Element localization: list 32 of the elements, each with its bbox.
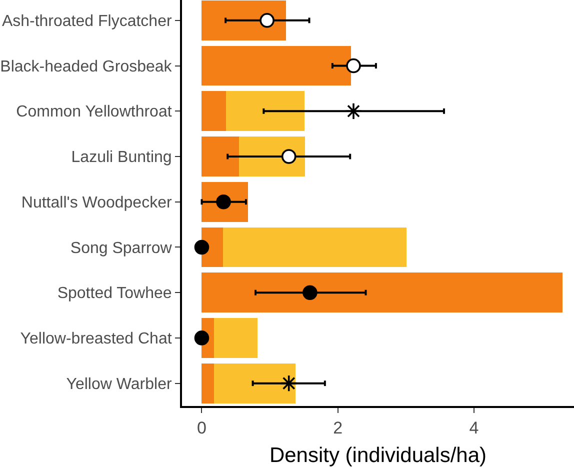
y-tick-label: Black-headed Grosbeak <box>0 58 173 76</box>
y-tick-label: Common Yellowthroat <box>16 104 172 121</box>
bar <box>226 91 304 132</box>
y-tick-label: Lazuli Bunting <box>71 149 172 166</box>
bar <box>214 363 296 404</box>
bar <box>202 272 562 313</box>
y-tick-label: Nuttall's Woodpecker <box>21 194 172 212</box>
bar <box>202 136 240 176</box>
bar <box>202 0 286 40</box>
y-tick-label: Ash-throated Flycatcher <box>2 13 172 30</box>
x-tick-label: 0 <box>197 418 206 438</box>
point <box>302 285 318 300</box>
point <box>260 13 274 28</box>
x-tick-label: 4 <box>469 418 479 438</box>
y-tick-label: Yellow-breasted Chat <box>20 330 172 348</box>
x-axis-title: Density (individuals/ha) <box>269 444 487 467</box>
bar <box>202 46 351 86</box>
point <box>194 240 210 255</box>
point <box>344 102 362 120</box>
bar <box>222 227 407 268</box>
bar <box>202 363 214 404</box>
point <box>194 330 210 346</box>
bar <box>202 91 226 132</box>
point <box>281 149 296 164</box>
x-tick-label: 2 <box>333 418 343 438</box>
y-tick-label: Spotted Towhee <box>57 285 172 302</box>
bar <box>202 227 223 268</box>
bar <box>214 318 258 358</box>
y-tick-label: Yellow Warbler <box>66 376 172 393</box>
point <box>346 58 361 74</box>
y-tick-label: Song Sparrow <box>70 240 172 257</box>
point <box>280 374 298 392</box>
